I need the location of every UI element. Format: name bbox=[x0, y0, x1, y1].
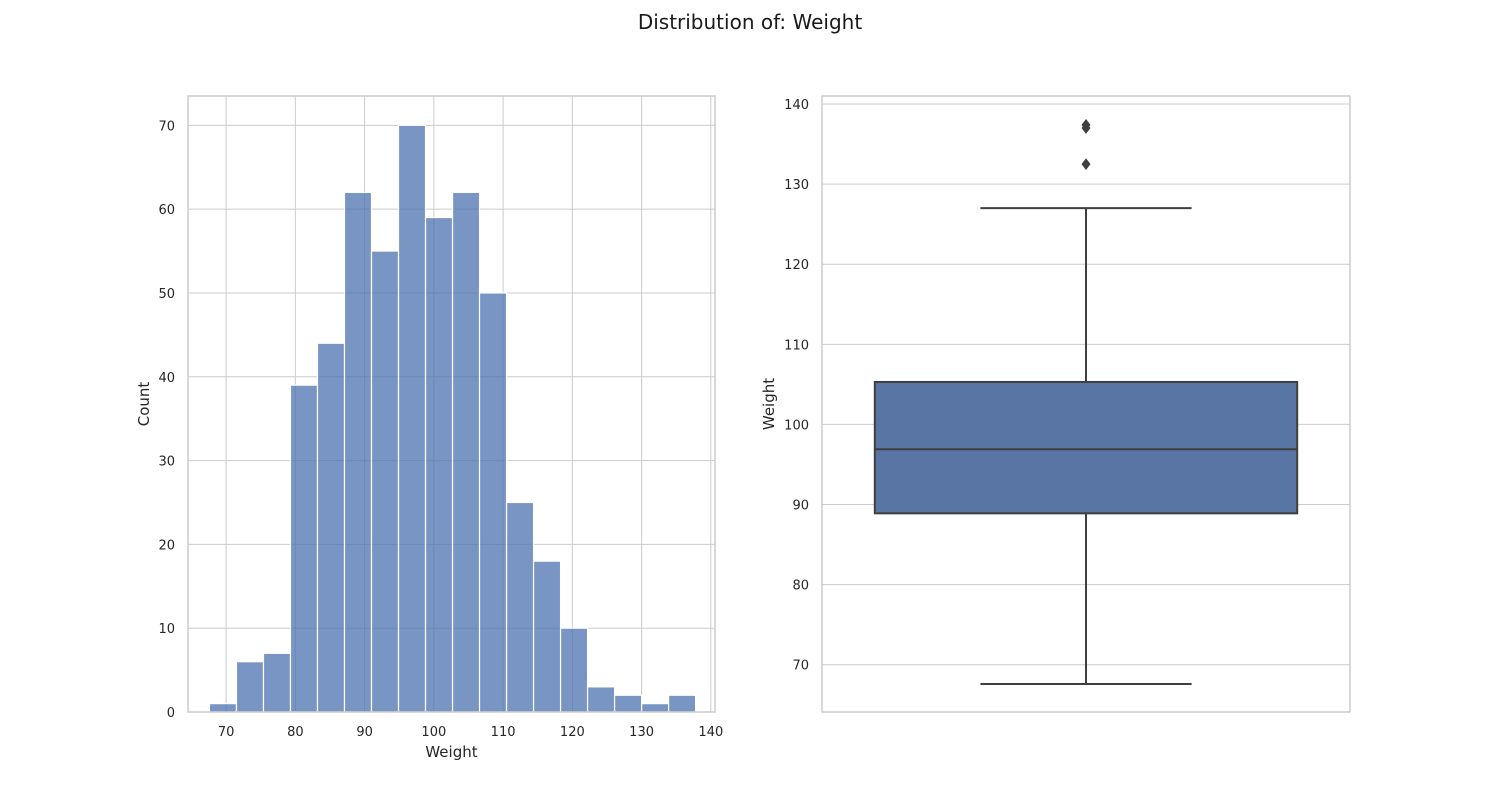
histogram-y-tick-label: 40 bbox=[158, 371, 175, 386]
histogram-bar bbox=[424, 216, 454, 713]
histogram-y-tick-label: 70 bbox=[158, 119, 175, 134]
figure-title: Distribution of: Weight bbox=[637, 10, 863, 34]
boxplot-y-tick-label: 120 bbox=[784, 258, 809, 273]
histogram-x-tick-label: 100 bbox=[421, 725, 446, 740]
histogram-y-tick-label: 30 bbox=[158, 455, 175, 470]
boxplot-y-tick-label: 110 bbox=[784, 338, 809, 353]
histogram-x-tick-label: 130 bbox=[629, 725, 654, 740]
histogram-bar bbox=[505, 501, 535, 713]
histogram-y-axis-label: Count bbox=[135, 382, 153, 427]
histogram-bar bbox=[262, 652, 292, 713]
histogram-bar bbox=[478, 292, 508, 713]
histogram-bar bbox=[370, 250, 400, 713]
histogram-bar bbox=[316, 342, 346, 713]
histogram-x-tick-label: 90 bbox=[356, 725, 373, 740]
boxplot-plot: 70 80 90 100 110 120 130 140 Weight bbox=[760, 95, 1351, 713]
histogram-bar bbox=[343, 191, 373, 713]
boxplot-y-tick-label: 90 bbox=[792, 499, 809, 514]
boxplot-y-axis-label: Weight bbox=[760, 378, 778, 430]
boxplot-y-tick-label: 140 bbox=[784, 98, 809, 113]
histogram-x-tick-label: 140 bbox=[698, 725, 723, 740]
boxplot-outlier-point bbox=[1081, 122, 1091, 134]
histogram-y-tick-label: 10 bbox=[158, 622, 175, 637]
histogram-bar bbox=[397, 124, 427, 713]
boxplot-y-tick-label: 80 bbox=[792, 579, 809, 594]
histogram-x-tick-label: 80 bbox=[287, 725, 304, 740]
histogram-x-tick-label: 110 bbox=[491, 725, 516, 740]
histogram-bar bbox=[289, 384, 319, 713]
histogram-frame bbox=[187, 95, 716, 713]
histogram-bar bbox=[451, 191, 481, 713]
histogram-y-tick-label: 50 bbox=[158, 287, 175, 302]
boxplot-frame bbox=[821, 95, 1351, 713]
histogram-bar bbox=[208, 703, 238, 713]
histogram-x-tick-label: 120 bbox=[560, 725, 585, 740]
histogram-bar bbox=[586, 686, 616, 713]
histogram-bar bbox=[668, 694, 697, 713]
histogram-plot: 70 80 90 100 110 120 130 140 0 10 20 30 40 50 60 70 Weig… bbox=[135, 95, 723, 761]
histogram-x-tick-label: 70 bbox=[218, 725, 235, 740]
histogram-y-tick-label: 60 bbox=[158, 203, 175, 218]
boxplot-y-tick-label: 70 bbox=[792, 659, 809, 674]
histogram-bar bbox=[532, 560, 562, 713]
boxplot-y-tick-label: 130 bbox=[784, 178, 809, 193]
histogram-bar bbox=[559, 627, 589, 713]
boxplot-box bbox=[873, 380, 1299, 515]
histogram-bar bbox=[235, 661, 265, 713]
histogram-x-axis-label: Weight bbox=[425, 743, 477, 761]
boxplot-y-tick-label: 100 bbox=[784, 418, 809, 433]
histogram-bar bbox=[613, 694, 643, 713]
boxplot-outlier-point bbox=[1081, 158, 1091, 170]
histogram-y-tick-label: 0 bbox=[167, 706, 175, 721]
histogram-y-tick-label: 20 bbox=[158, 538, 175, 553]
histogram-bar bbox=[640, 703, 670, 713]
